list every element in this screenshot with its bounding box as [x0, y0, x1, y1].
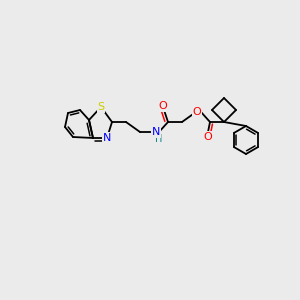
Text: N: N	[103, 133, 111, 143]
Text: S: S	[98, 102, 105, 112]
Text: N: N	[152, 127, 160, 137]
Text: O: O	[159, 101, 167, 111]
Text: O: O	[204, 132, 212, 142]
Text: O: O	[193, 107, 201, 117]
Text: H: H	[155, 134, 163, 144]
